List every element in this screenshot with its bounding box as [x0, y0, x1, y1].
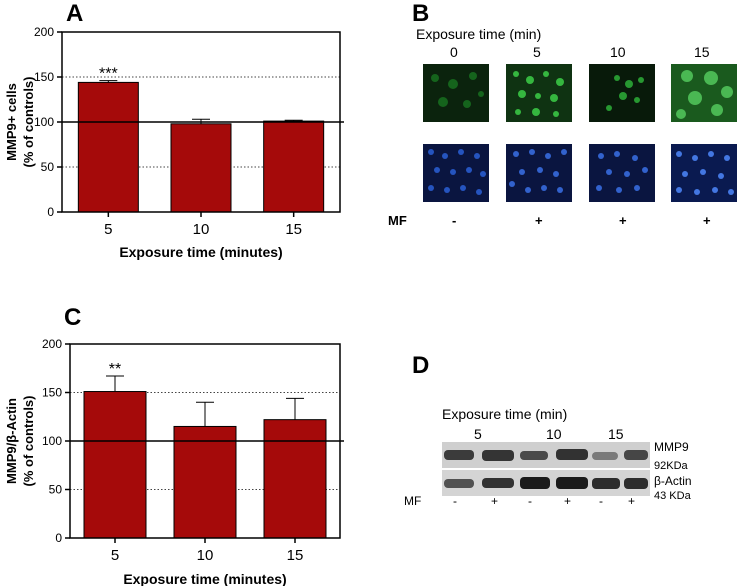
chart-a-ytick-label-200: 200	[34, 25, 54, 39]
chart-a-ylabel-line-0: MMP9+ cells	[4, 83, 19, 161]
chart-c-ytick-label-150: 150	[42, 386, 62, 400]
micrograph-blue-15	[671, 144, 737, 202]
chart-c-ytick-label-200: 200	[42, 337, 62, 351]
panel-b-time-0: 0	[450, 44, 458, 60]
chart-a-bar-10	[170, 123, 232, 213]
chart-a-xlabel: Exposure time (minutes)	[119, 244, 282, 260]
chart-a-significance-5: ***	[99, 66, 118, 83]
panel-b-mf-0: -	[452, 213, 457, 228]
chart-c-ylabel-line-1: (% of controls)	[21, 396, 36, 487]
panel-letter-d: D	[412, 352, 430, 379]
panel-d-mf-label: MF	[404, 494, 422, 508]
band-label-43kda: 43 KDa	[654, 490, 691, 502]
chart-c-bar-10	[173, 425, 237, 539]
chart-c-xtick-label-5: 5	[111, 547, 119, 564]
panel-d-time-10: 10	[546, 426, 562, 442]
panel-letter-a: A	[66, 0, 84, 27]
chart-c-significance-5: **	[109, 361, 121, 378]
panel-d-time-15: 15	[608, 426, 624, 442]
panel-d-mf-5: -	[599, 494, 603, 508]
chart-c-xtick-label-10: 10	[197, 547, 214, 564]
chart-c-bar-5	[83, 391, 147, 539]
panel-b-mf-label: MF	[388, 213, 407, 228]
chart-a-ylabel-line-1: (% of controls)	[21, 77, 36, 168]
panel-d-time-5: 5	[474, 426, 482, 442]
panel-b-mf-10: +	[619, 213, 627, 228]
micrograph-green-10	[589, 64, 655, 122]
micrograph-blue-0	[423, 144, 489, 202]
chart-c-ytick-label-100: 100	[42, 434, 62, 448]
panel-b-time-15: 15	[694, 44, 710, 60]
panel-letter-c: C	[64, 304, 82, 331]
micrograph-green-5	[506, 64, 572, 122]
chart-c-bar-15	[263, 419, 327, 539]
panel-d-mf-3: -	[528, 494, 532, 508]
chart-c-ytick-label-50: 50	[49, 483, 63, 497]
chart-a-ytick-label-50: 50	[41, 160, 55, 174]
panel-d-mf-1: -	[453, 494, 457, 508]
panel-b-time-row: 0 5 10 15	[420, 44, 720, 62]
panel-b-time-10: 10	[610, 44, 626, 60]
panel-d-mf-4: +	[564, 494, 572, 508]
chart-a-bar-5	[77, 81, 139, 213]
chart-a-xtick-label-15: 15	[285, 221, 302, 238]
chart-a-bar-15	[263, 120, 325, 213]
panel-d-mf-6: +	[628, 494, 636, 508]
panel-b-mf-15: +	[703, 213, 711, 228]
chart-c-ylabel-line-0: MMP9/β-Actin	[4, 398, 19, 484]
chart-a-ytick-label-0: 0	[47, 205, 54, 219]
chart-a-xtick-label-10: 10	[193, 221, 210, 238]
micrograph-green-0	[423, 64, 489, 122]
chart-a-ytick-label-150: 150	[34, 70, 54, 84]
panel-d-mf-2: +	[491, 494, 499, 508]
chart-c-xtick-label-15: 15	[287, 547, 304, 564]
chart-a-ytick-label-100: 100	[34, 115, 54, 129]
band-label-mmp9: MMP9	[654, 440, 689, 454]
band-label-92kda: 92KDa	[654, 460, 688, 472]
micrograph-blue-10	[589, 144, 655, 202]
chart-a-xtick-label-5: 5	[104, 221, 112, 238]
band-label-beta-actin: β-Actin	[654, 474, 692, 488]
blot-mmp9	[442, 442, 650, 468]
panel-letter-b: B	[412, 0, 430, 27]
chart-c-ytick-label-0: 0	[55, 531, 62, 545]
micrograph-green-15	[671, 64, 737, 122]
micrograph-blue-5	[506, 144, 572, 202]
panel-b-title: Exposure time (min)	[416, 26, 542, 42]
chart-c-xlabel: Exposure time (minutes)	[123, 571, 286, 586]
panel-d-title: Exposure time (min)	[442, 406, 568, 422]
panel-b-mf-5: +	[535, 213, 543, 228]
panel-b-time-5: 5	[533, 44, 541, 60]
blot-beta-actin	[442, 470, 650, 496]
